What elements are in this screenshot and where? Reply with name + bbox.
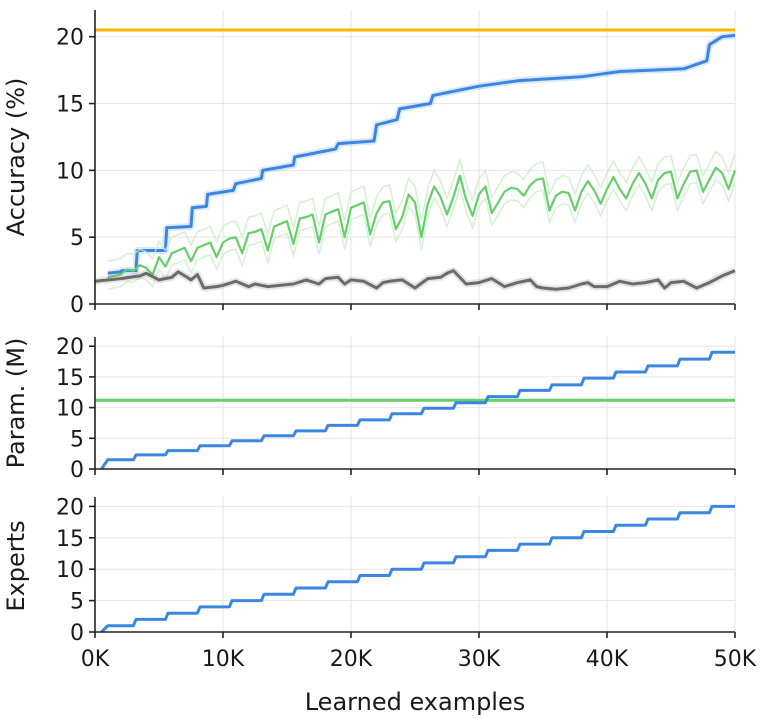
y-axis-label: Experts [2, 520, 30, 611]
y-axis-label: Accuracy (%) [2, 78, 30, 237]
y-tick-label: 0 [70, 458, 84, 483]
panel-accuracy: 0 5 10 15 20 Accuracy (%) [2, 10, 737, 318]
x-axis-label: Learned examples [305, 688, 526, 716]
x-tick-label: 50K [714, 647, 757, 672]
panel-params: 0 5 10 15 20 Param. (M) [2, 335, 736, 483]
y-tick-label: 10 [56, 397, 84, 422]
y-tick-label: 5 [70, 226, 84, 251]
y-tick-label: 5 [70, 590, 84, 615]
y-tick-label: 15 [56, 93, 84, 118]
series-gray [94, 269, 736, 291]
y-tick-label: 5 [70, 427, 84, 452]
series-blue-params [100, 350, 735, 470]
series-blue [107, 33, 736, 275]
series-green-run-upper [107, 150, 736, 262]
y-tick-label: 20 [56, 26, 84, 51]
y-tick-label: 15 [56, 527, 84, 552]
y-tick-label: 20 [56, 495, 84, 520]
series-green [107, 166, 737, 279]
y-tick-label: 0 [70, 293, 84, 318]
y-tick-label: 15 [56, 366, 84, 391]
y-axis-label: Param. (M) [2, 338, 30, 469]
y-tick-label: 10 [56, 558, 84, 583]
x-tick-label: 40K [586, 647, 629, 672]
panel-experts: 0 5 10 15 20 0K 10K 20K 30K 40K 50K Experts [2, 495, 757, 672]
series-green-run-lower [107, 178, 736, 291]
series-experts [100, 504, 735, 634]
x-tick-label: 10K [202, 647, 245, 672]
y-tick-label: 20 [56, 335, 84, 360]
y-tick-label: 0 [70, 621, 84, 646]
x-tick-label: 0K [81, 647, 110, 672]
y-tick-label: 10 [56, 159, 84, 184]
x-tick-label: 20K [330, 647, 373, 672]
x-tick-label: 30K [458, 647, 501, 672]
